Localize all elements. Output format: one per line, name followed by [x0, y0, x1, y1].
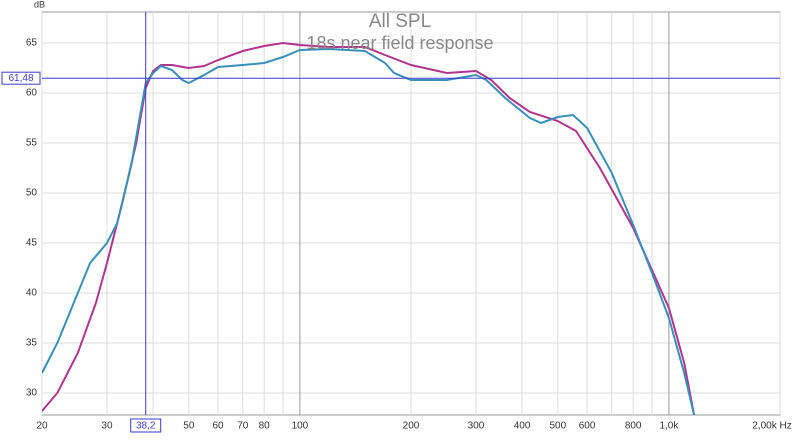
chart-title: All SPL: [369, 11, 431, 32]
cursor-label-box: [1, 71, 41, 85]
x-tick-label: 60: [212, 421, 224, 432]
series-line: [42, 47, 696, 415]
y-tick-label: 35: [26, 338, 38, 349]
y-tick-label: 40: [26, 288, 38, 299]
x-tick-label: 20: [36, 421, 48, 432]
x-tick-label: 600: [579, 421, 596, 432]
x-tick-label: 200: [403, 421, 420, 432]
cursor-label: 61,48: [8, 73, 33, 84]
x-tick-label: 800: [625, 421, 642, 432]
y-tick-label: 65: [26, 38, 38, 49]
x-tick-label: 300: [468, 421, 485, 432]
y-tick-label: 55: [26, 138, 38, 149]
x-tick-label: 500: [549, 421, 566, 432]
overlay: 61,48 38,2: [1, 12, 780, 433]
y-axis-label: dB: [34, 0, 45, 9]
y-tick-label: 30: [26, 388, 38, 399]
cursor-label-box: [130, 418, 162, 433]
x-tick-label: 80: [259, 421, 271, 432]
x-tick-label: 70: [237, 421, 249, 432]
y-tick-label: 50: [26, 188, 38, 199]
x-tick-label: 400: [514, 421, 531, 432]
chart-subtitle: 18s near field response: [306, 33, 493, 53]
series-layer: [42, 41, 696, 415]
y-tick-label: 60: [26, 88, 38, 99]
x-tick-label: 100: [292, 421, 309, 432]
x-tick-label: 50: [183, 421, 195, 432]
cursor-label: 38,2: [136, 421, 156, 432]
x-tick-label: 2,00k Hz: [752, 421, 791, 432]
y-tick-label: 45: [26, 238, 38, 249]
x-tick-label: 30: [101, 421, 113, 432]
x-tick-label: 1,0k: [659, 421, 679, 432]
